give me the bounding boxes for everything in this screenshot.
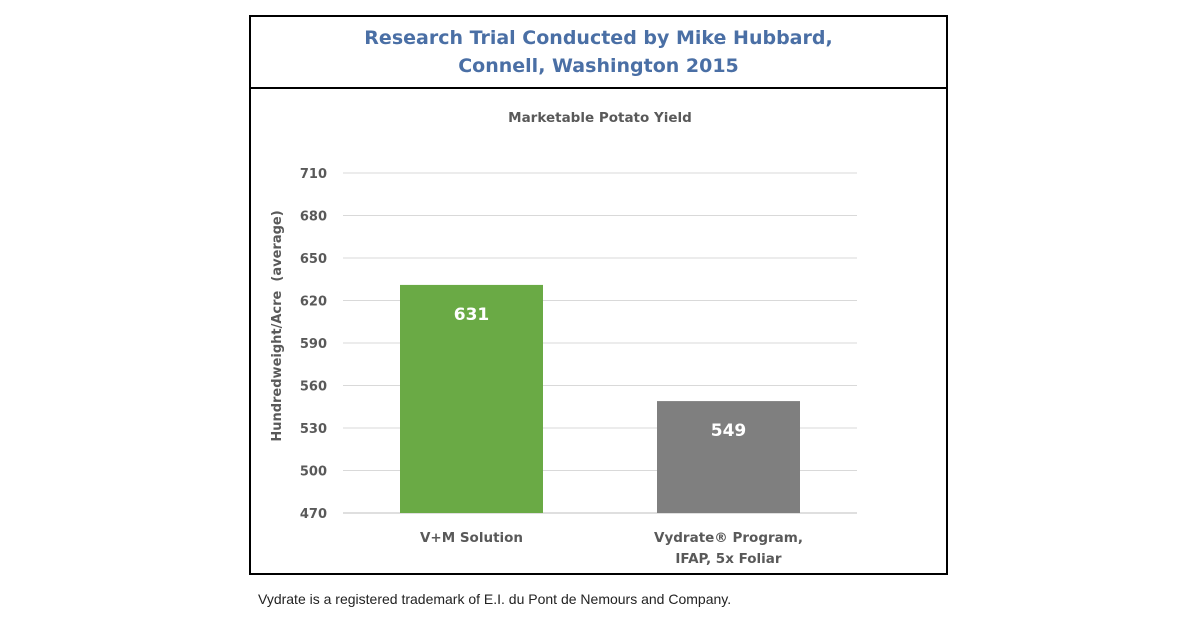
y-tick-label: 650 (300, 252, 327, 267)
y-tick-label: 560 (300, 380, 327, 395)
x-category-label: IFAP, 5x Foliar (675, 551, 782, 567)
y-tick-label: 680 (300, 210, 327, 225)
y-tick-label: 710 (300, 167, 327, 182)
x-category-label: Vydrate® Program, (654, 530, 803, 546)
y-tick-label: 470 (300, 507, 327, 522)
header-title-line-2: Connell, Washington 2015 (458, 55, 739, 77)
bar (657, 401, 800, 513)
bar-value-label: 549 (711, 421, 747, 441)
bar-value-label: 631 (454, 305, 490, 325)
y-tick-label: 590 (300, 337, 327, 352)
chart-frame: Research Trial Conducted by Mike Hubbard… (249, 15, 948, 575)
y-tick-label: 530 (300, 422, 327, 437)
y-axis-label: Hundredweight/Acre (average) (270, 210, 285, 441)
x-category-label: V+M Solution (420, 530, 523, 546)
y-tick-label: 620 (300, 295, 327, 310)
chart-header: Research Trial Conducted by Mike Hubbard… (251, 17, 946, 89)
y-tick-label: 500 (300, 465, 327, 480)
header-title-line-1: Research Trial Conducted by Mike Hubbard… (364, 27, 833, 49)
bar (400, 284, 543, 513)
trademark-footnote: Vydrate is a registered trademark of E.I… (258, 591, 732, 607)
chart-title: Marketable Potato Yield (508, 110, 692, 126)
